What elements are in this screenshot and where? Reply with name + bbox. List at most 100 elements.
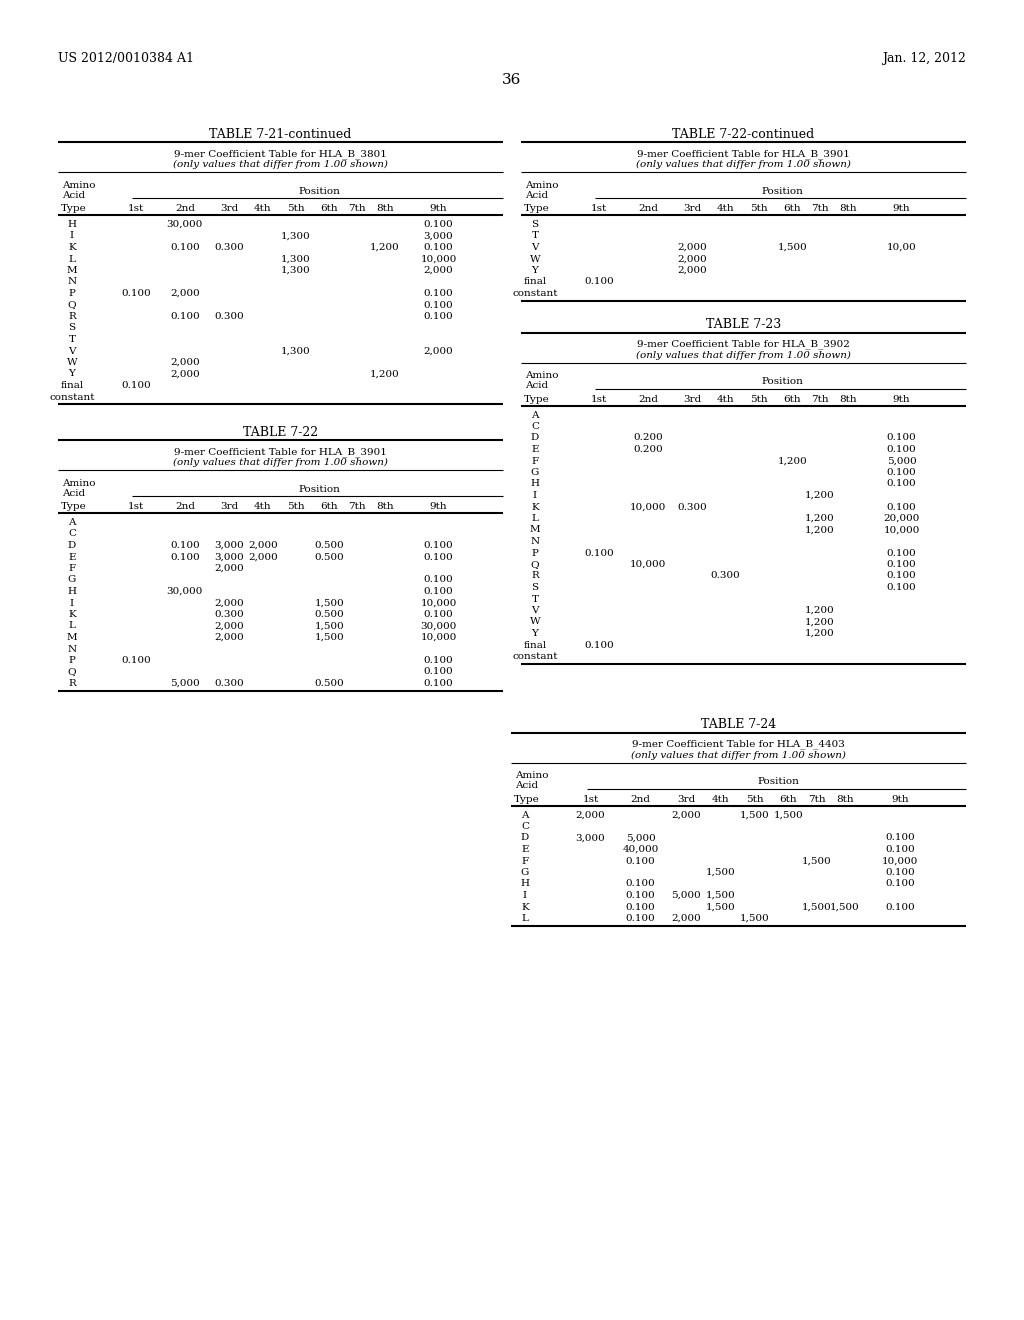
Text: 1,500: 1,500 [777, 243, 807, 252]
Text: TABLE 7-22-continued: TABLE 7-22-continued [673, 128, 815, 141]
Text: 2,000: 2,000 [170, 289, 200, 298]
Text: P: P [531, 549, 539, 557]
Text: final: final [523, 277, 547, 286]
Text: G: G [68, 576, 76, 585]
Text: 0.100: 0.100 [887, 560, 916, 569]
Text: E: E [531, 445, 539, 454]
Text: Position: Position [758, 777, 800, 787]
Text: Position: Position [299, 484, 340, 494]
Text: 0.300: 0.300 [214, 312, 244, 321]
Text: 2nd: 2nd [638, 205, 657, 213]
Text: 8th: 8th [376, 205, 393, 213]
Text: 2,000: 2,000 [678, 267, 708, 275]
Text: L: L [69, 255, 76, 264]
Text: 1,300: 1,300 [282, 267, 311, 275]
Text: A: A [69, 517, 76, 527]
Text: 10,000: 10,000 [630, 560, 666, 569]
Text: 1,500: 1,500 [774, 810, 804, 820]
Text: Acid: Acid [62, 488, 85, 498]
Text: 0.100: 0.100 [424, 610, 454, 619]
Text: 0.100: 0.100 [424, 553, 454, 561]
Text: 2nd: 2nd [175, 205, 195, 213]
Text: 3rd: 3rd [677, 795, 695, 804]
Text: 0.100: 0.100 [424, 541, 454, 550]
Text: 5th: 5th [751, 205, 768, 213]
Text: N: N [530, 537, 540, 546]
Text: TABLE 7-22: TABLE 7-22 [243, 426, 318, 440]
Text: 1st: 1st [591, 395, 607, 404]
Text: 0.100: 0.100 [584, 549, 613, 557]
Text: 4th: 4th [712, 795, 729, 804]
Text: C: C [68, 529, 76, 539]
Text: Q: Q [530, 560, 540, 569]
Text: Acid: Acid [62, 191, 85, 201]
Text: 1st: 1st [128, 205, 144, 213]
Text: Acid: Acid [515, 781, 539, 791]
Text: 7th: 7th [811, 205, 828, 213]
Text: M: M [67, 267, 78, 275]
Text: 0.100: 0.100 [887, 572, 916, 581]
Text: P: P [69, 289, 76, 298]
Text: 1,500: 1,500 [830, 903, 860, 912]
Text: 10,000: 10,000 [630, 503, 666, 511]
Text: T: T [531, 231, 539, 240]
Text: Amino: Amino [525, 371, 558, 380]
Text: 0.500: 0.500 [314, 553, 344, 561]
Text: 0.100: 0.100 [887, 503, 916, 511]
Text: 0.100: 0.100 [626, 903, 655, 912]
Text: Type: Type [524, 395, 550, 404]
Text: P: P [69, 656, 76, 665]
Text: 0.100: 0.100 [885, 903, 914, 912]
Text: V: V [531, 243, 539, 252]
Text: 3,000: 3,000 [424, 231, 454, 240]
Text: 9th: 9th [893, 205, 910, 213]
Text: 9-mer Coefficient Table for HLA_B_4403: 9-mer Coefficient Table for HLA_B_4403 [632, 739, 845, 750]
Text: 1,500: 1,500 [314, 622, 344, 631]
Text: 5th: 5th [751, 395, 768, 404]
Text: 1,500: 1,500 [706, 891, 735, 900]
Text: H: H [68, 220, 77, 228]
Text: 9th: 9th [430, 502, 447, 511]
Text: 10,000: 10,000 [420, 255, 457, 264]
Text: 0.500: 0.500 [314, 541, 344, 550]
Text: 0.100: 0.100 [887, 583, 916, 591]
Text: 0.300: 0.300 [214, 610, 244, 619]
Text: 5,000: 5,000 [626, 833, 655, 842]
Text: 1,500: 1,500 [739, 913, 769, 923]
Text: 1,200: 1,200 [805, 606, 835, 615]
Text: 1,500: 1,500 [314, 598, 344, 607]
Text: (only values that differ from 1.00 shown): (only values that differ from 1.00 shown… [636, 160, 851, 169]
Text: final: final [60, 381, 84, 389]
Text: 7th: 7th [808, 795, 825, 804]
Text: 1,200: 1,200 [370, 243, 399, 252]
Text: 0.100: 0.100 [885, 879, 914, 888]
Text: Type: Type [514, 795, 540, 804]
Text: Type: Type [61, 205, 87, 213]
Text: 1,200: 1,200 [777, 457, 807, 466]
Text: F: F [531, 457, 539, 466]
Text: constant: constant [512, 652, 558, 661]
Text: W: W [529, 618, 541, 627]
Text: K: K [531, 503, 539, 511]
Text: T: T [531, 594, 539, 603]
Text: E: E [69, 553, 76, 561]
Text: 2,000: 2,000 [248, 553, 278, 561]
Text: US 2012/0010384 A1: US 2012/0010384 A1 [58, 51, 194, 65]
Text: Acid: Acid [525, 381, 548, 391]
Text: 1st: 1st [591, 205, 607, 213]
Text: 1,300: 1,300 [282, 255, 311, 264]
Text: constant: constant [512, 289, 558, 298]
Text: 8th: 8th [376, 502, 393, 511]
Text: Position: Position [762, 378, 804, 387]
Text: F: F [69, 564, 76, 573]
Text: 1,500: 1,500 [802, 857, 831, 866]
Text: 1,200: 1,200 [370, 370, 399, 379]
Text: 0.100: 0.100 [887, 469, 916, 477]
Text: H: H [520, 879, 529, 888]
Text: L: L [531, 513, 539, 523]
Text: A: A [531, 411, 539, 420]
Text: 4th: 4th [717, 205, 734, 213]
Text: R: R [69, 312, 76, 321]
Text: R: R [531, 572, 539, 581]
Text: 2,000: 2,000 [214, 598, 244, 607]
